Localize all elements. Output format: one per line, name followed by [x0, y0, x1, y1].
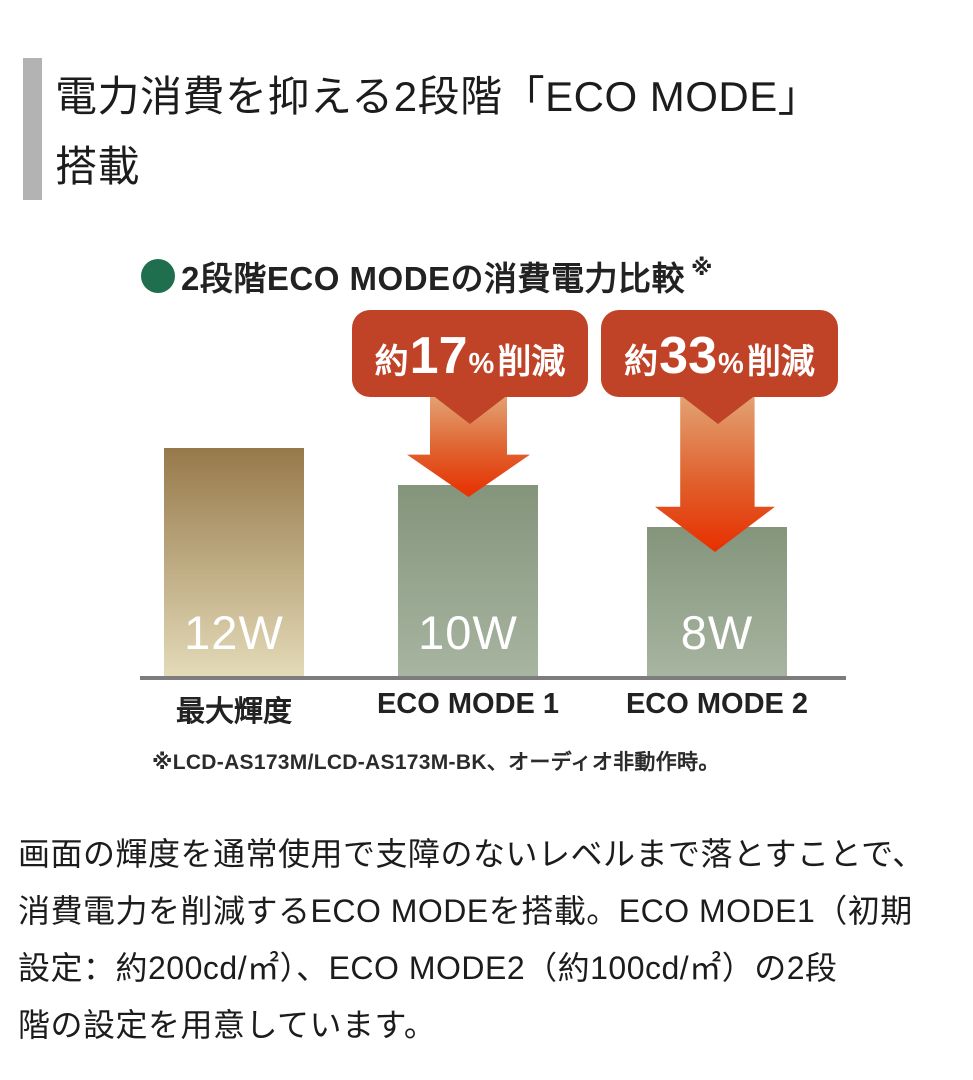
- bar-max-brightness: 12W: [164, 448, 304, 678]
- callout-prefix: 約: [624, 343, 659, 381]
- callout-tail: [679, 394, 757, 424]
- callout-value: 33: [659, 327, 718, 385]
- bar-value-label: 8W: [680, 606, 754, 659]
- page-title: 電力消費を抑える2段階「ECO MODE」 搭載: [55, 62, 955, 202]
- page-title-line2: 搭載: [55, 143, 141, 190]
- callout-value: 17: [409, 327, 468, 385]
- callout-percent-sign: %: [468, 348, 495, 380]
- body-paragraph: 画面の輝度を通常使用で支障のないレベルまで落とすことで、 消費電力を削減するEC…: [18, 826, 958, 1054]
- callout-percent-sign: %: [718, 348, 744, 380]
- bar-eco-mode-1: 10W: [398, 485, 538, 678]
- bar-value-label: 12W: [184, 606, 284, 659]
- callout-suffix: 削減: [497, 343, 566, 381]
- chart-footnote: ※LCD-AS173M/LCD-AS173M-BK、オーディオ非動作時。: [152, 751, 720, 774]
- category-label-max-brightness: 最大輝度: [175, 696, 292, 728]
- body-line: 画面の輝度を通常使用で支障のないレベルまで落とすことで、: [18, 836, 925, 872]
- body-line: 階の設定を用意しています。: [18, 1007, 437, 1043]
- body-line: 設定：約200cd/㎡）、ECO MODE2（約100cd/㎡）の2段: [18, 950, 838, 986]
- bar-value-label: 10W: [418, 606, 518, 659]
- page-title-line1: 電力消費を抑える2段階「ECO MODE」: [55, 73, 821, 120]
- category-label-eco-mode-1: ECO MODE 1: [376, 688, 560, 720]
- chart-title-row: 2段階ECO MODEの消費電力比較 ※: [141, 252, 712, 300]
- category-label-eco-mode-2: ECO MODE 2: [625, 688, 809, 720]
- chart-title-note: ※: [691, 255, 713, 280]
- bar-eco-mode-2: 8W: [647, 527, 787, 678]
- chart-baseline: [140, 676, 846, 680]
- callout-33-percent: 約 33 % 削減: [601, 310, 838, 397]
- body-line: 消費電力を削減するECO MODEを搭載。ECO MODE1（初期: [18, 893, 913, 929]
- callout-tail: [431, 394, 509, 424]
- green-bullet-icon: [141, 259, 175, 293]
- callout-prefix: 約: [374, 343, 409, 381]
- chart-title: 2段階ECO MODEの消費電力比較: [181, 260, 686, 297]
- callout-suffix: 削減: [746, 343, 815, 381]
- heading-accent-bar: [23, 58, 42, 200]
- callout-17-percent: 約 17 % 削減: [352, 310, 588, 397]
